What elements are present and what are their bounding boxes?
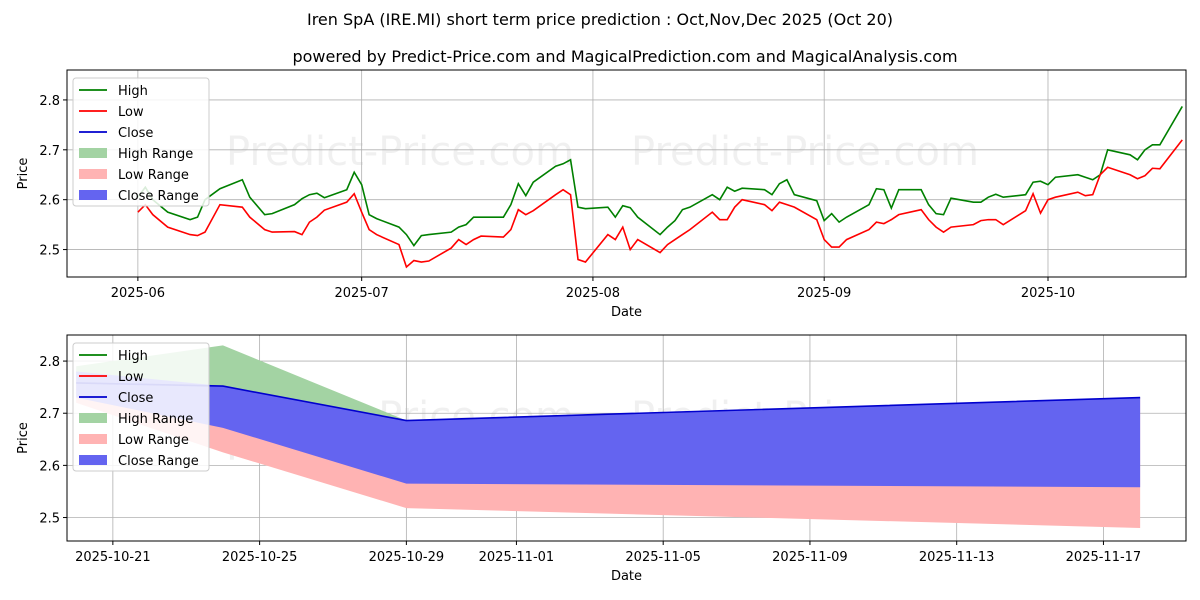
legend-label: Close <box>118 391 153 406</box>
chart-title: Iren SpA (IRE.MI) short term price predi… <box>307 10 893 29</box>
x-tick-label: 2025-11-05 <box>625 550 701 565</box>
x-tick-label: 2025-09 <box>797 286 851 301</box>
legend: High Low Close High Range Low Range Close Ran… <box>72 342 210 472</box>
watermark-text: Predict-Price.com <box>631 129 979 175</box>
x-tick-label: 2025-07 <box>335 286 389 301</box>
y-axis-label: Price <box>16 158 31 190</box>
legend-swatch-patch <box>79 434 107 444</box>
legend-swatch-patch <box>79 169 107 179</box>
plot-area <box>76 345 1141 528</box>
legend-swatch-patch <box>79 148 107 158</box>
x-tick-label: 2025-11-09 <box>772 550 848 565</box>
y-tick-label: 2.7 <box>39 407 60 422</box>
legend-swatch-patch <box>79 190 107 200</box>
legend-swatch-patch <box>79 455 107 465</box>
legend-label: High <box>118 84 148 99</box>
axes-frame <box>66 334 1187 542</box>
x-tick-label: 2025-11-13 <box>919 550 995 565</box>
y-tick-label: 2.8 <box>39 94 60 109</box>
tick-group: 2025-10-21 2025-10-25 2025-10-29 2025-11-01… <box>39 355 1141 565</box>
legend-label: Low Range <box>118 433 189 448</box>
close-range-band <box>76 371 1141 488</box>
overview-panel: Predict-Price.comPredict-Price.comPredic… <box>16 69 1187 320</box>
legend-label: High Range <box>118 412 193 427</box>
x-tick-label: 2025-11-01 <box>479 550 555 565</box>
low-series-line <box>137 139 1183 269</box>
high-series-line <box>137 106 1183 247</box>
y-tick-label: 2.6 <box>39 459 60 474</box>
legend-label: Low Range <box>118 168 189 183</box>
y-tick-label: 2.5 <box>39 244 60 259</box>
chart-subtitle: powered by Predict-Price.com and Magical… <box>292 47 957 66</box>
legend-label: High Range <box>118 147 193 162</box>
watermark-text: Predict-Price.com <box>226 129 574 175</box>
x-tick-label: 2025-10-21 <box>75 550 151 565</box>
x-tick-label: 2025-08 <box>566 286 620 301</box>
legend-label: High <box>118 349 148 364</box>
tick-group: 2025-062025-072025-082025-092025-102025-… <box>39 94 1075 301</box>
y-tick-label: 2.7 <box>39 144 60 159</box>
x-tick-label: 2025-10-29 <box>369 550 445 565</box>
y-axis-label: Price <box>16 422 31 454</box>
plot-area <box>137 106 1183 269</box>
legend-label: Close Range <box>118 189 199 204</box>
y-tick-label: 2.5 <box>39 512 60 527</box>
legend-label: Close <box>118 126 153 141</box>
axes-frame <box>66 69 1187 278</box>
watermark-group: Predict-Price.comPredict-Price.comPredic… <box>226 129 979 277</box>
x-tick-label: 2025-10-25 <box>222 550 298 565</box>
legend: High Low Close High Range Low Range Close Ran… <box>72 77 210 207</box>
forecast-zoom-panel: Predict-Price.comPredict-Price.comPredic… <box>16 334 1187 584</box>
x-axis-label: Date <box>611 305 642 320</box>
legend-swatch-patch <box>79 413 107 423</box>
legend-label: Low <box>118 370 144 385</box>
x-tick-label: 2025-10 <box>1021 286 1075 301</box>
y-tick-label: 2.8 <box>39 355 60 370</box>
y-tick-label: 2.6 <box>39 194 60 209</box>
legend-label: Close Range <box>118 454 199 469</box>
x-tick-label: 2025-06 <box>111 286 165 301</box>
legend-label: Low <box>118 105 144 120</box>
x-axis-label: Date <box>611 569 642 584</box>
x-tick-label: 2025-11-17 <box>1066 550 1142 565</box>
high-range-band <box>76 345 1141 421</box>
